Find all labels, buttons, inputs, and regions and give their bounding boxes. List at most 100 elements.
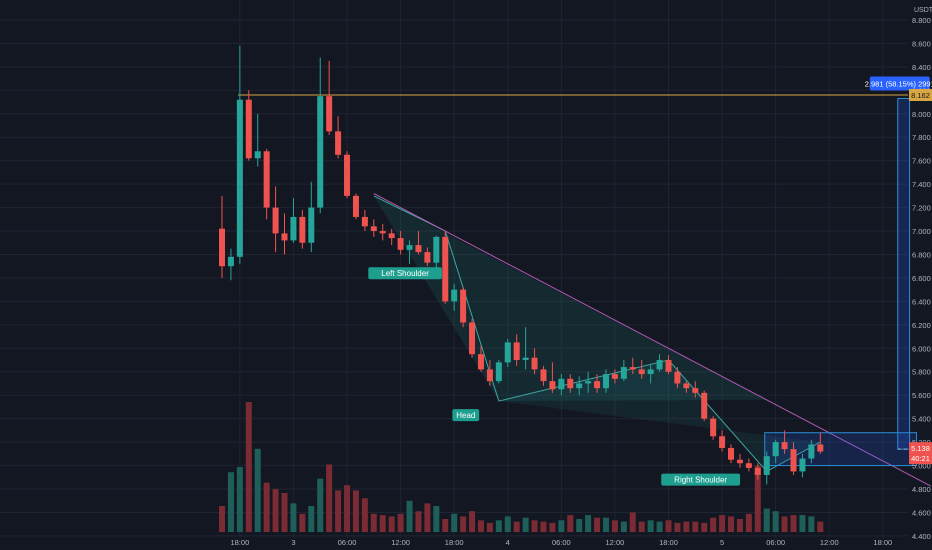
candle-body	[299, 216, 306, 243]
candle-body	[576, 383, 583, 389]
candle-body	[433, 236, 440, 263]
candle-body	[745, 463, 752, 468]
volume-bar	[781, 516, 788, 532]
candle-body	[451, 289, 458, 302]
candle-body	[227, 256, 234, 267]
candle-body	[808, 444, 815, 459]
candle-body	[397, 238, 404, 250]
price-tick-label: 7.600	[912, 157, 931, 166]
candle-body	[531, 357, 538, 370]
candle-body	[594, 381, 601, 389]
volume-bar	[460, 516, 467, 532]
volume-bar	[263, 482, 270, 532]
candle-body	[379, 231, 386, 234]
candle-body	[620, 367, 627, 379]
volume-bar	[397, 513, 404, 532]
volume-bar	[665, 520, 672, 532]
volume-bar	[647, 520, 654, 532]
time-tick-label: 06:00	[552, 538, 571, 547]
pattern-label-bg	[452, 409, 480, 422]
volume-bar	[352, 490, 359, 532]
volume-bar	[254, 448, 261, 532]
pattern-label-bg	[368, 267, 442, 280]
price-tick-label: 8.800	[912, 16, 931, 25]
volume-bar	[736, 519, 743, 532]
pattern-label: Right Shoulder	[674, 476, 727, 485]
volume-bar	[326, 464, 333, 532]
candle-body	[692, 388, 699, 393]
candle-body	[335, 131, 342, 155]
candle-body	[317, 96, 324, 208]
volume-bar	[442, 519, 449, 532]
volume-bar	[790, 515, 797, 532]
volume-bar	[638, 521, 645, 532]
candle-body	[504, 342, 511, 363]
time-tick-label: 12:00	[820, 538, 839, 547]
time-axis[interactable]: 18:00 3 06:00 12:00 18:00 4 06:00 12:00 18:00 5 06…	[230, 538, 932, 547]
candle-body	[736, 459, 743, 464]
candle-body	[817, 444, 824, 452]
candle-body	[272, 207, 279, 234]
candle-body	[442, 236, 449, 302]
volume-bar	[504, 516, 511, 532]
candle-body	[611, 374, 618, 379]
candle-body	[460, 289, 467, 323]
candle-body	[513, 342, 520, 361]
volume-bar	[674, 522, 681, 532]
candle-body	[281, 233, 288, 241]
last-price-label: 5.138	[911, 444, 930, 453]
time-tick-label: 18:00	[873, 538, 892, 547]
price-target-projection[interactable]: 2.981 (58.15%) 2991	[764, 76, 932, 467]
volume-bar	[656, 521, 663, 532]
price-tick-label: 6.800	[912, 250, 931, 259]
volume-bar	[817, 521, 824, 532]
price-axis[interactable]: USDT8.8008.6008.4008.2008.0007.8007.6007…	[909, 7, 932, 541]
price-tick-label: 5.600	[912, 391, 931, 400]
price-tick-label: 4.600	[912, 508, 931, 517]
last-price-tag	[909, 442, 932, 465]
volume-bar	[549, 522, 556, 532]
volume-bar	[495, 520, 502, 532]
candle-body	[602, 374, 609, 389]
candle-body	[701, 392, 708, 419]
volume-bar	[469, 511, 476, 532]
candle-body	[522, 357, 529, 361]
volume-bar	[701, 522, 708, 532]
volume-bar	[692, 521, 699, 532]
pattern-fill	[373, 195, 767, 402]
volume-bar	[272, 489, 279, 532]
resistance-price-tag	[909, 88, 932, 101]
candle-body	[469, 322, 476, 355]
candle-body	[486, 369, 493, 382]
volume-bar	[540, 521, 547, 532]
volume-bar	[227, 472, 234, 532]
volume-bar	[424, 503, 431, 532]
candle-body	[254, 151, 261, 159]
volume-bar	[513, 521, 520, 532]
volume-bar	[219, 506, 225, 532]
price-tick-label: 6.400	[912, 297, 931, 306]
volume-bar	[576, 519, 583, 532]
candle-body	[638, 369, 645, 375]
price-tick-label: 7.000	[912, 227, 931, 236]
currency-label: USDT	[914, 7, 932, 14]
candle-body	[567, 378, 574, 389]
candle-body	[754, 467, 761, 475]
price-tick-label: 4.400	[912, 532, 931, 541]
time-tick-label: 3	[291, 538, 295, 547]
volume-bar	[620, 521, 627, 532]
pattern-label: Head	[456, 411, 475, 420]
time-tick-label: 5	[720, 538, 724, 547]
measure-label-bg	[869, 76, 930, 91]
volume-bar	[486, 522, 493, 532]
volume-bars	[219, 402, 824, 532]
price-tick-label: 5.400	[912, 415, 931, 424]
volume-bar	[335, 490, 342, 532]
volume-bar	[317, 478, 324, 532]
volume-bar	[772, 511, 779, 532]
volume-bar	[344, 485, 351, 532]
volume-bar	[728, 516, 735, 532]
volume-bar	[602, 517, 609, 532]
volume-bar	[361, 498, 368, 532]
